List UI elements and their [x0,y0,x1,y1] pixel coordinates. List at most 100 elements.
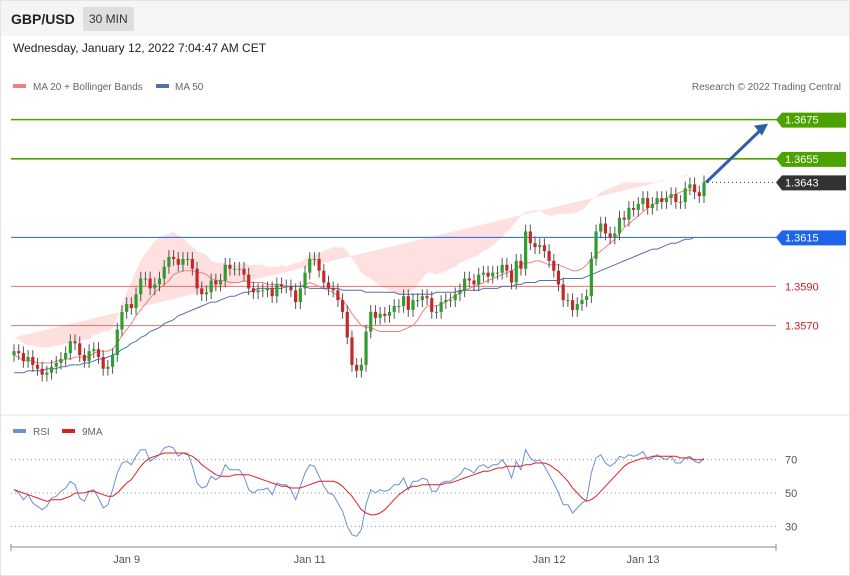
candle-body [82,355,87,361]
candle-body [406,296,410,310]
candle-body [308,258,312,273]
candle-body [570,300,575,310]
candle-body [533,243,537,248]
target-level-label: 1.3655 [785,154,819,166]
candle-body [697,192,701,197]
candle-body [294,290,298,303]
candle-body [279,284,284,287]
candle-body [247,274,251,289]
candle-body [627,207,631,220]
candle-body [214,280,218,285]
candle-body [12,351,16,356]
candle-body [87,351,91,361]
rsi-ma-legend-label: 9MA [82,427,103,438]
candle-body [416,300,420,302]
candle-body [585,296,589,301]
candle-body [641,198,645,204]
candle-body [599,223,603,232]
candle-body [486,272,490,277]
candle-body [129,304,133,308]
candle-body [120,311,124,330]
candle-body [317,258,321,271]
candle-body [678,202,683,204]
ma20-legend-swatch [13,84,26,88]
last-level-tag [776,175,846,191]
candle-body [21,353,25,361]
candle-body [233,268,237,270]
rsi-tick-label: 70 [785,455,797,467]
candle-body [463,278,467,291]
time-tick-label: Jan 9 [113,554,140,566]
ma50-legend-label: MA 50 [175,82,204,93]
candle-body [359,364,363,371]
candle-body [237,268,241,270]
candle-body [664,198,669,203]
level-labels-layer: 1.3675 1.3655 1.3643 1.3615 1.3590 1.3570 [776,112,846,333]
candle-body [538,245,542,248]
copyright-credit: Research © 2022 Trading Central [692,82,841,93]
candle-body [528,231,532,244]
candle-body [580,300,584,305]
candle-body [153,284,157,289]
last-level-label: 1.3643 [785,177,819,189]
candle-body [448,300,453,302]
candle-body [566,300,570,302]
pivot-level-label: 1.3615 [785,232,819,244]
interval-badge[interactable]: 30 MIN [83,7,134,31]
candle-body [693,184,697,193]
candle-body [275,284,279,297]
target-level-tag [776,112,846,128]
candle-body [17,351,21,354]
candle-body [556,270,561,285]
candle-body [64,353,68,359]
candle-body [68,341,72,354]
level-lines-layer [11,118,846,327]
time-axis: Jan 9 Jan 11 Jan 12 Jan 13 [10,544,777,566]
time-tick-label: Jan 12 [533,554,566,566]
candle-body [631,207,636,210]
candle-body [162,266,166,279]
candle-body [430,298,434,312]
rsi-line [13,445,705,537]
candle-body [115,329,119,356]
candle-body [547,251,551,261]
candle-body [646,198,650,208]
candle-body [500,264,504,273]
candle-body [392,306,396,312]
ma50-line [14,236,695,374]
candle-body [200,288,204,295]
candle-body [92,349,96,352]
candle-body [40,368,44,375]
candle-body [425,296,429,299]
candle-body [59,358,63,363]
candle-body [242,268,246,275]
candle-body [209,280,213,293]
candle-body [613,233,617,238]
candle-body [655,198,659,204]
candle-body [401,296,406,307]
candle-body [378,313,382,318]
candle-body [101,357,105,369]
candle-body [78,343,82,356]
candle-body [312,258,317,260]
candle-body [256,290,260,293]
candle-body [96,349,101,358]
candle-body [702,182,706,197]
candle-body [561,284,565,301]
candles-layer [12,175,706,382]
candle-body [190,258,194,269]
candle-body [125,304,129,312]
support-level-label: 1.3570 [785,321,819,333]
candle-body [603,223,608,234]
candle-body [355,364,359,371]
target-arrow-layer [704,123,768,184]
candle-body [589,258,593,297]
candle-body [552,260,556,271]
candle-body [397,306,401,308]
rsi-tick-label: 30 [785,521,797,533]
candle-body [364,331,368,365]
candle-body [251,288,255,293]
candle-body [575,304,579,310]
moving-average-layer [13,189,695,374]
